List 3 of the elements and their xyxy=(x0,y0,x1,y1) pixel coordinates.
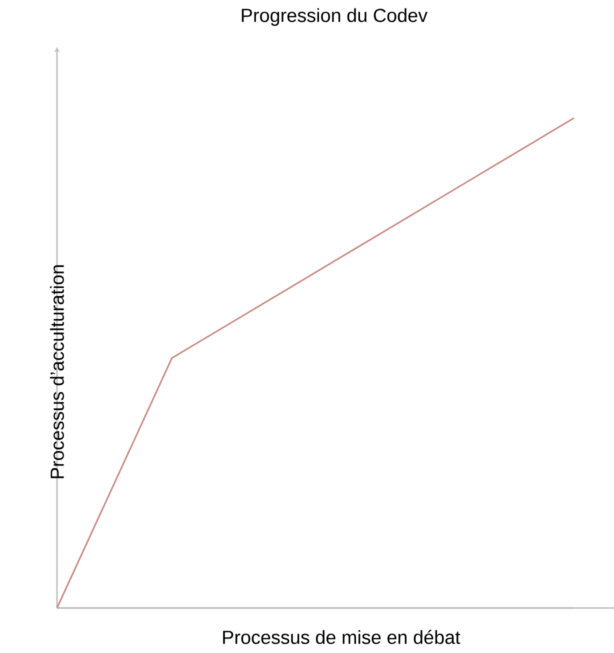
chart-title: Progression du Codev xyxy=(242,8,428,26)
x-axis-title: Processus de mise en débat xyxy=(223,630,460,644)
y-axis-title: Processus d’acculturation xyxy=(50,265,64,478)
